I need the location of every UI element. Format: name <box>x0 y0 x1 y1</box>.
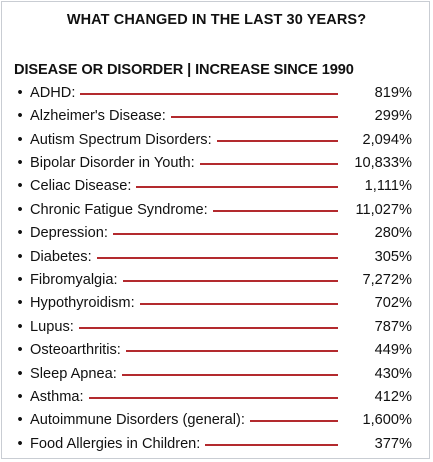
bullet-icon: • <box>17 318 23 335</box>
list-item: • Lupus: 787% <box>0 315 433 339</box>
bullet-icon: • <box>17 201 23 218</box>
increase-value: 305% <box>374 248 412 265</box>
bullet-icon: • <box>17 388 23 405</box>
increase-value: 1,111% <box>364 178 412 195</box>
disease-name: Alzheimer's Disease: <box>30 108 166 125</box>
disease-name: Osteoarthritis: <box>30 342 121 359</box>
leader-line <box>205 443 338 446</box>
increase-value: 449% <box>374 342 412 359</box>
bullet-icon: • <box>17 295 23 312</box>
bullet-icon: • <box>17 248 23 265</box>
disease-name: Fibromyalgia: <box>30 271 118 288</box>
bullet-icon: • <box>17 84 23 101</box>
bullet-icon: • <box>17 412 23 429</box>
increase-value: 787% <box>374 318 412 335</box>
disease-name: Celiac Disease: <box>30 178 132 195</box>
disease-name: Food Allergies in Children: <box>30 435 201 452</box>
leader-line <box>121 373 338 376</box>
leader-line <box>80 92 338 95</box>
list-item: • Sleep Apnea: 430% <box>0 362 433 386</box>
list-item: • Bipolar Disorder in Youth: 10,833% <box>0 151 433 175</box>
disease-name: Asthma: <box>30 388 84 405</box>
bullet-icon: • <box>17 435 23 452</box>
disease-name: Bipolar Disorder in Youth: <box>30 154 195 171</box>
bullet-icon: • <box>17 154 23 171</box>
increase-value: 430% <box>374 365 412 382</box>
leader-line <box>125 350 338 353</box>
list-header: DISEASE OR DISORDER | INCREASE SINCE 199… <box>14 62 354 78</box>
leader-line <box>122 279 338 282</box>
bullet-icon: • <box>17 225 23 242</box>
leader-line <box>139 303 338 306</box>
list-item: • Depression: 280% <box>0 221 433 245</box>
bullet-icon: • <box>17 342 23 359</box>
leader-line <box>78 326 338 329</box>
page-title: WHAT CHANGED IN THE LAST 30 YEARS? <box>66 12 367 28</box>
bullet-icon: • <box>17 178 23 195</box>
leader-line <box>216 139 338 142</box>
disease-name: Hypothyroidism: <box>30 295 135 312</box>
increase-value: 280% <box>374 225 412 242</box>
increase-value: 11,027% <box>355 201 412 218</box>
disease-name: ADHD: <box>30 84 76 101</box>
leader-line <box>249 420 338 423</box>
disease-name: Chronic Fatigue Syndrome: <box>30 201 208 218</box>
disease-name: Autism Spectrum Disorders: <box>30 131 212 148</box>
leader-line <box>170 116 338 119</box>
disease-name: Diabetes: <box>30 248 92 265</box>
bullet-icon: • <box>17 108 23 125</box>
list-item: • Fibromyalgia: 7,272% <box>0 268 433 292</box>
disease-name: Sleep Apnea: <box>30 365 117 382</box>
list-item: • Celiac Disease: 1,111% <box>0 175 433 199</box>
list-item: • Chronic Fatigue Syndrome: 11,027% <box>0 198 433 222</box>
list-item: • Alzheimer's Disease: 299% <box>0 104 433 128</box>
list-item: • Autism Spectrum Disorders: 2,094% <box>0 128 433 152</box>
list-item: • Diabetes: 305% <box>0 245 433 269</box>
list-item: • Food Allergies in Children: 377% <box>0 432 433 456</box>
leader-line <box>199 162 338 165</box>
disease-name: Depression: <box>30 225 108 242</box>
bullet-icon: • <box>17 271 23 288</box>
list-item: • Autoimmune Disorders (general): 1,600% <box>0 409 433 433</box>
increase-value: 7,272% <box>362 271 413 288</box>
increase-value: 10,833% <box>354 154 412 171</box>
increase-value: 377% <box>374 435 412 452</box>
disease-name: Lupus: <box>30 318 74 335</box>
increase-value: 299% <box>374 108 412 125</box>
disease-name: Autoimmune Disorders (general): <box>30 412 245 429</box>
list-item: • Osteoarthritis: 449% <box>0 338 433 362</box>
increase-value: 702% <box>374 295 412 312</box>
leader-line <box>88 396 338 399</box>
bullet-icon: • <box>17 131 23 148</box>
increase-value: 819% <box>374 84 412 101</box>
increase-value: 1,600% <box>362 412 413 429</box>
leader-line <box>112 233 338 236</box>
increase-value: 412% <box>374 388 412 405</box>
list-item: • Asthma: 412% <box>0 385 433 409</box>
leader-line <box>212 209 338 212</box>
leader-line <box>136 186 338 189</box>
bullet-icon: • <box>17 365 23 382</box>
list-item: • Hypothyroidism: 702% <box>0 292 433 316</box>
increase-value: 2,094% <box>362 131 413 148</box>
leader-line <box>96 256 338 259</box>
list-item: • ADHD: 819% <box>0 81 433 105</box>
